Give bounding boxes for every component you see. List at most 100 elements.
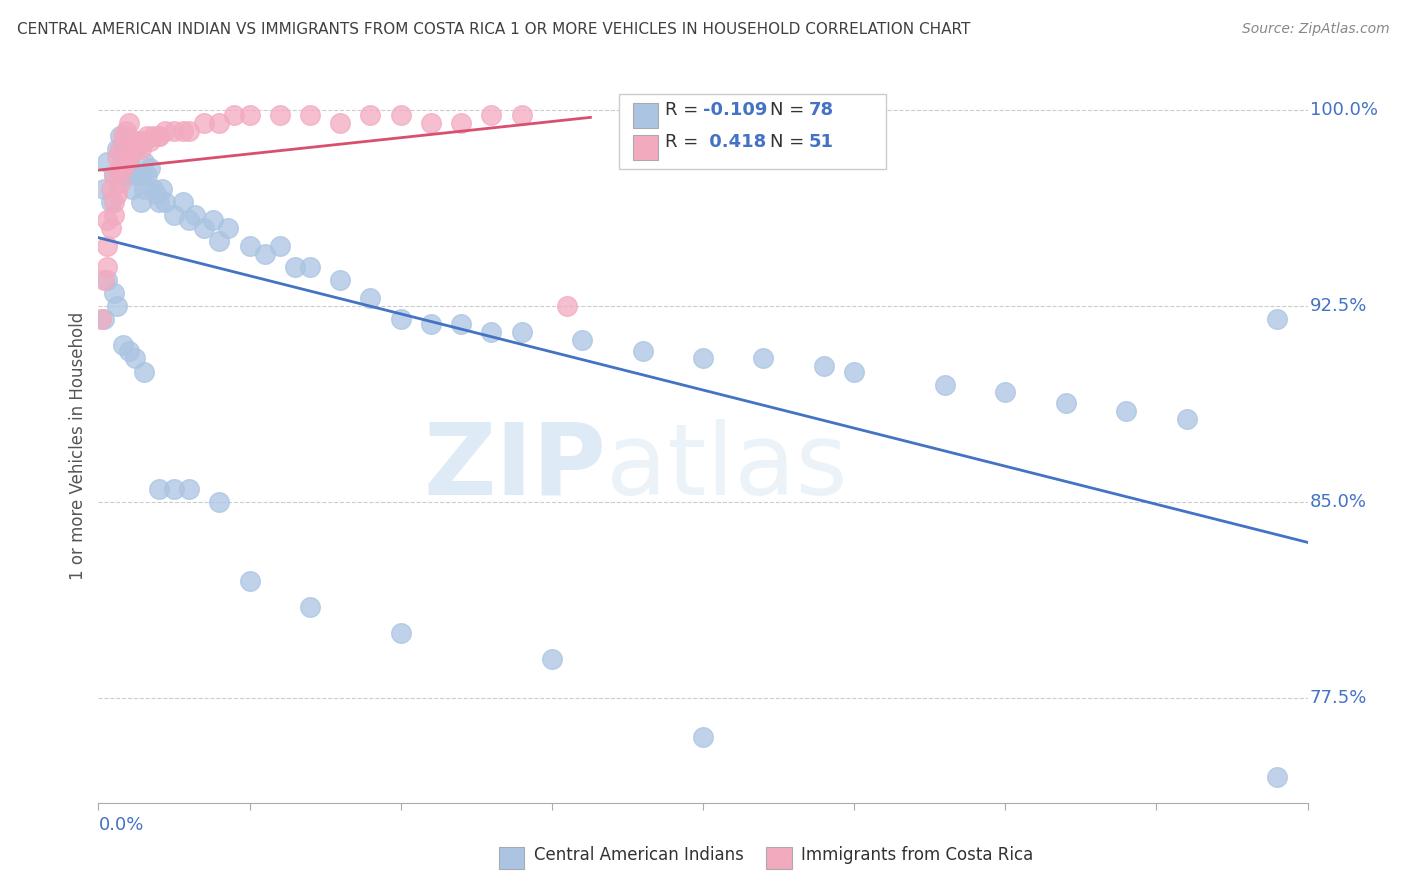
Point [114,169,136,183]
Point [148,194,170,209]
Point [96,273,118,287]
Point [108,142,131,156]
Point [121,142,143,156]
Y-axis label: 1 or more Vehicles in Household: 1 or more Vehicles in Household [69,312,87,580]
Point [420,116,443,130]
Point [153,194,176,209]
Point [692,351,714,366]
Point [103,169,125,183]
Point [224,108,246,122]
Point [105,142,128,156]
Point [121,181,143,195]
Point [96,213,118,227]
Point [145,186,167,201]
Text: CENTRAL AMERICAN INDIAN VS IMMIGRANTS FROM COSTA RICA 1 OR MORE VEHICLES IN HOUS: CENTRAL AMERICAN INDIAN VS IMMIGRANTS FR… [17,22,970,37]
Text: 85.0%: 85.0% [1310,493,1367,511]
Point [114,129,136,144]
Text: 100.0%: 100.0% [1310,101,1378,120]
Point [239,108,262,122]
Point [118,150,141,164]
Point [208,495,231,509]
Text: 92.5%: 92.5% [1310,297,1368,315]
Point [100,194,122,209]
Point [132,181,155,195]
Point [269,239,291,253]
Point [124,169,146,183]
Point [1267,770,1289,784]
Point [114,124,136,138]
Point [93,312,115,326]
Point [389,312,412,326]
Point [132,155,155,169]
Point [108,176,131,190]
Text: Central American Indians: Central American Indians [534,846,744,863]
Point [631,343,654,358]
Point [193,220,215,235]
Point [1115,403,1137,417]
Point [127,169,149,183]
Point [118,116,141,130]
Point [299,260,322,274]
Point [127,135,149,149]
Point [105,150,128,164]
Point [555,299,578,313]
Point [124,351,146,366]
Point [540,652,562,666]
Point [844,364,866,378]
Point [108,169,131,183]
Point [179,124,201,138]
Point [1175,411,1198,425]
Point [103,194,125,209]
Text: N =: N = [770,133,804,151]
Point [571,333,593,347]
Point [135,129,157,144]
Point [111,338,134,352]
Point [139,161,162,175]
Point [193,116,215,130]
Point [1054,396,1077,410]
Point [450,318,472,332]
Text: Immigrants from Costa Rica: Immigrants from Costa Rica [801,846,1033,863]
Point [202,213,225,227]
Point [692,731,714,745]
Point [329,116,352,130]
Point [114,155,136,169]
Point [96,239,118,253]
Point [184,208,207,222]
Point [129,142,152,156]
Text: N =: N = [770,101,804,119]
Text: Source: ZipAtlas.com: Source: ZipAtlas.com [1241,22,1389,37]
Point [124,142,146,156]
Point [132,364,155,378]
Point [96,155,118,169]
Point [111,129,134,144]
Text: ZIP: ZIP [423,419,606,516]
Point [127,135,149,149]
Point [108,161,131,175]
Point [163,124,186,138]
Text: 78: 78 [808,101,834,119]
Point [103,286,125,301]
Point [360,291,382,305]
Point [153,124,176,138]
Point [135,169,157,183]
Point [148,482,170,496]
Point [813,359,835,374]
Text: 0.418: 0.418 [703,133,766,151]
Point [389,108,412,122]
Point [1267,312,1289,326]
Text: atlas: atlas [606,419,848,516]
Point [118,343,141,358]
Point [239,574,262,588]
Point [510,108,533,122]
Point [93,273,115,287]
Point [217,220,239,235]
Point [148,129,170,144]
Point [253,247,276,261]
Point [105,299,128,313]
Point [132,135,155,149]
Point [360,108,382,122]
Point [129,169,152,183]
Point [163,482,186,496]
Point [100,181,122,195]
